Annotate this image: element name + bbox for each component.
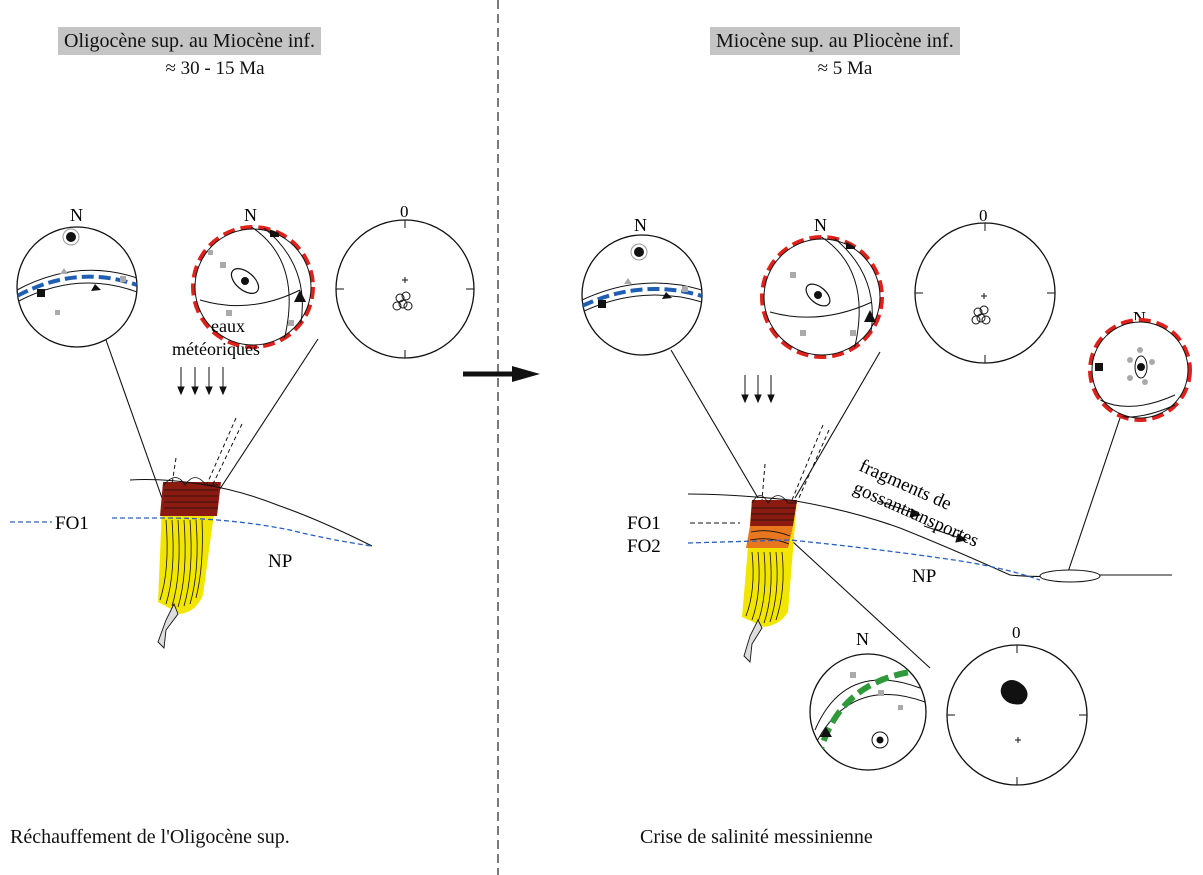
left-zero-label: 0 bbox=[400, 202, 409, 221]
ore-body-left bbox=[157, 417, 243, 649]
water-arrows-right bbox=[741, 375, 775, 404]
surface-right bbox=[687, 493, 1172, 578]
right-north-label-2: N bbox=[814, 215, 827, 235]
fo1-left-label: FO1 bbox=[55, 513, 89, 534]
right-period-header: Miocène sup. au Pliocène inf. bbox=[710, 27, 960, 55]
fo2-right-label: FO2 bbox=[627, 536, 661, 557]
water-arrows-left bbox=[177, 367, 227, 396]
water-table-left bbox=[10, 517, 373, 547]
transport-arrows bbox=[877, 500, 968, 543]
ore-body-right bbox=[742, 424, 830, 663]
left-period-header: Oligocène sup. au Miocène inf. bbox=[58, 27, 322, 55]
left-age-label: ≈ 30 - 15 Ma bbox=[165, 58, 265, 79]
np-left-label: NP bbox=[268, 551, 292, 572]
np-right-label: NP bbox=[912, 566, 936, 587]
stereonet-right-6 bbox=[946, 644, 1088, 786]
stereonet-right-5 bbox=[809, 653, 927, 771]
flow-label-left-line2: météoriques bbox=[172, 339, 260, 359]
left-caption: Réchauffement de l'Oligocène sup. bbox=[10, 826, 290, 848]
stereonet-right-4 bbox=[1088, 318, 1192, 422]
stereonet-right-1 bbox=[581, 234, 703, 356]
fo1-right-label: FO1 bbox=[627, 513, 661, 534]
time-arrow bbox=[463, 366, 540, 382]
left-north-label-2: N bbox=[244, 205, 257, 225]
right-caption: Crise de salinité messinienne bbox=[640, 826, 873, 848]
right-zero-label: 0 bbox=[979, 206, 988, 225]
right-zero-label-2: 0 bbox=[1012, 623, 1021, 642]
stereonet-left-3 bbox=[335, 219, 475, 359]
left-north-label-1: N bbox=[70, 205, 83, 225]
water-table-right bbox=[687, 539, 1041, 581]
right-north-label-1: N bbox=[634, 215, 647, 235]
stereonet-right-2 bbox=[760, 235, 884, 359]
right-age-label: ≈ 5 Ma bbox=[817, 58, 873, 79]
flow-label-left-line1: eaux bbox=[211, 316, 245, 336]
stereonet-right-3 bbox=[914, 222, 1056, 364]
stereonet-left-2 bbox=[191, 225, 315, 349]
stereonet-left-1 bbox=[16, 226, 138, 348]
surface-left bbox=[129, 478, 373, 547]
right-north-label-4: N bbox=[856, 629, 869, 649]
